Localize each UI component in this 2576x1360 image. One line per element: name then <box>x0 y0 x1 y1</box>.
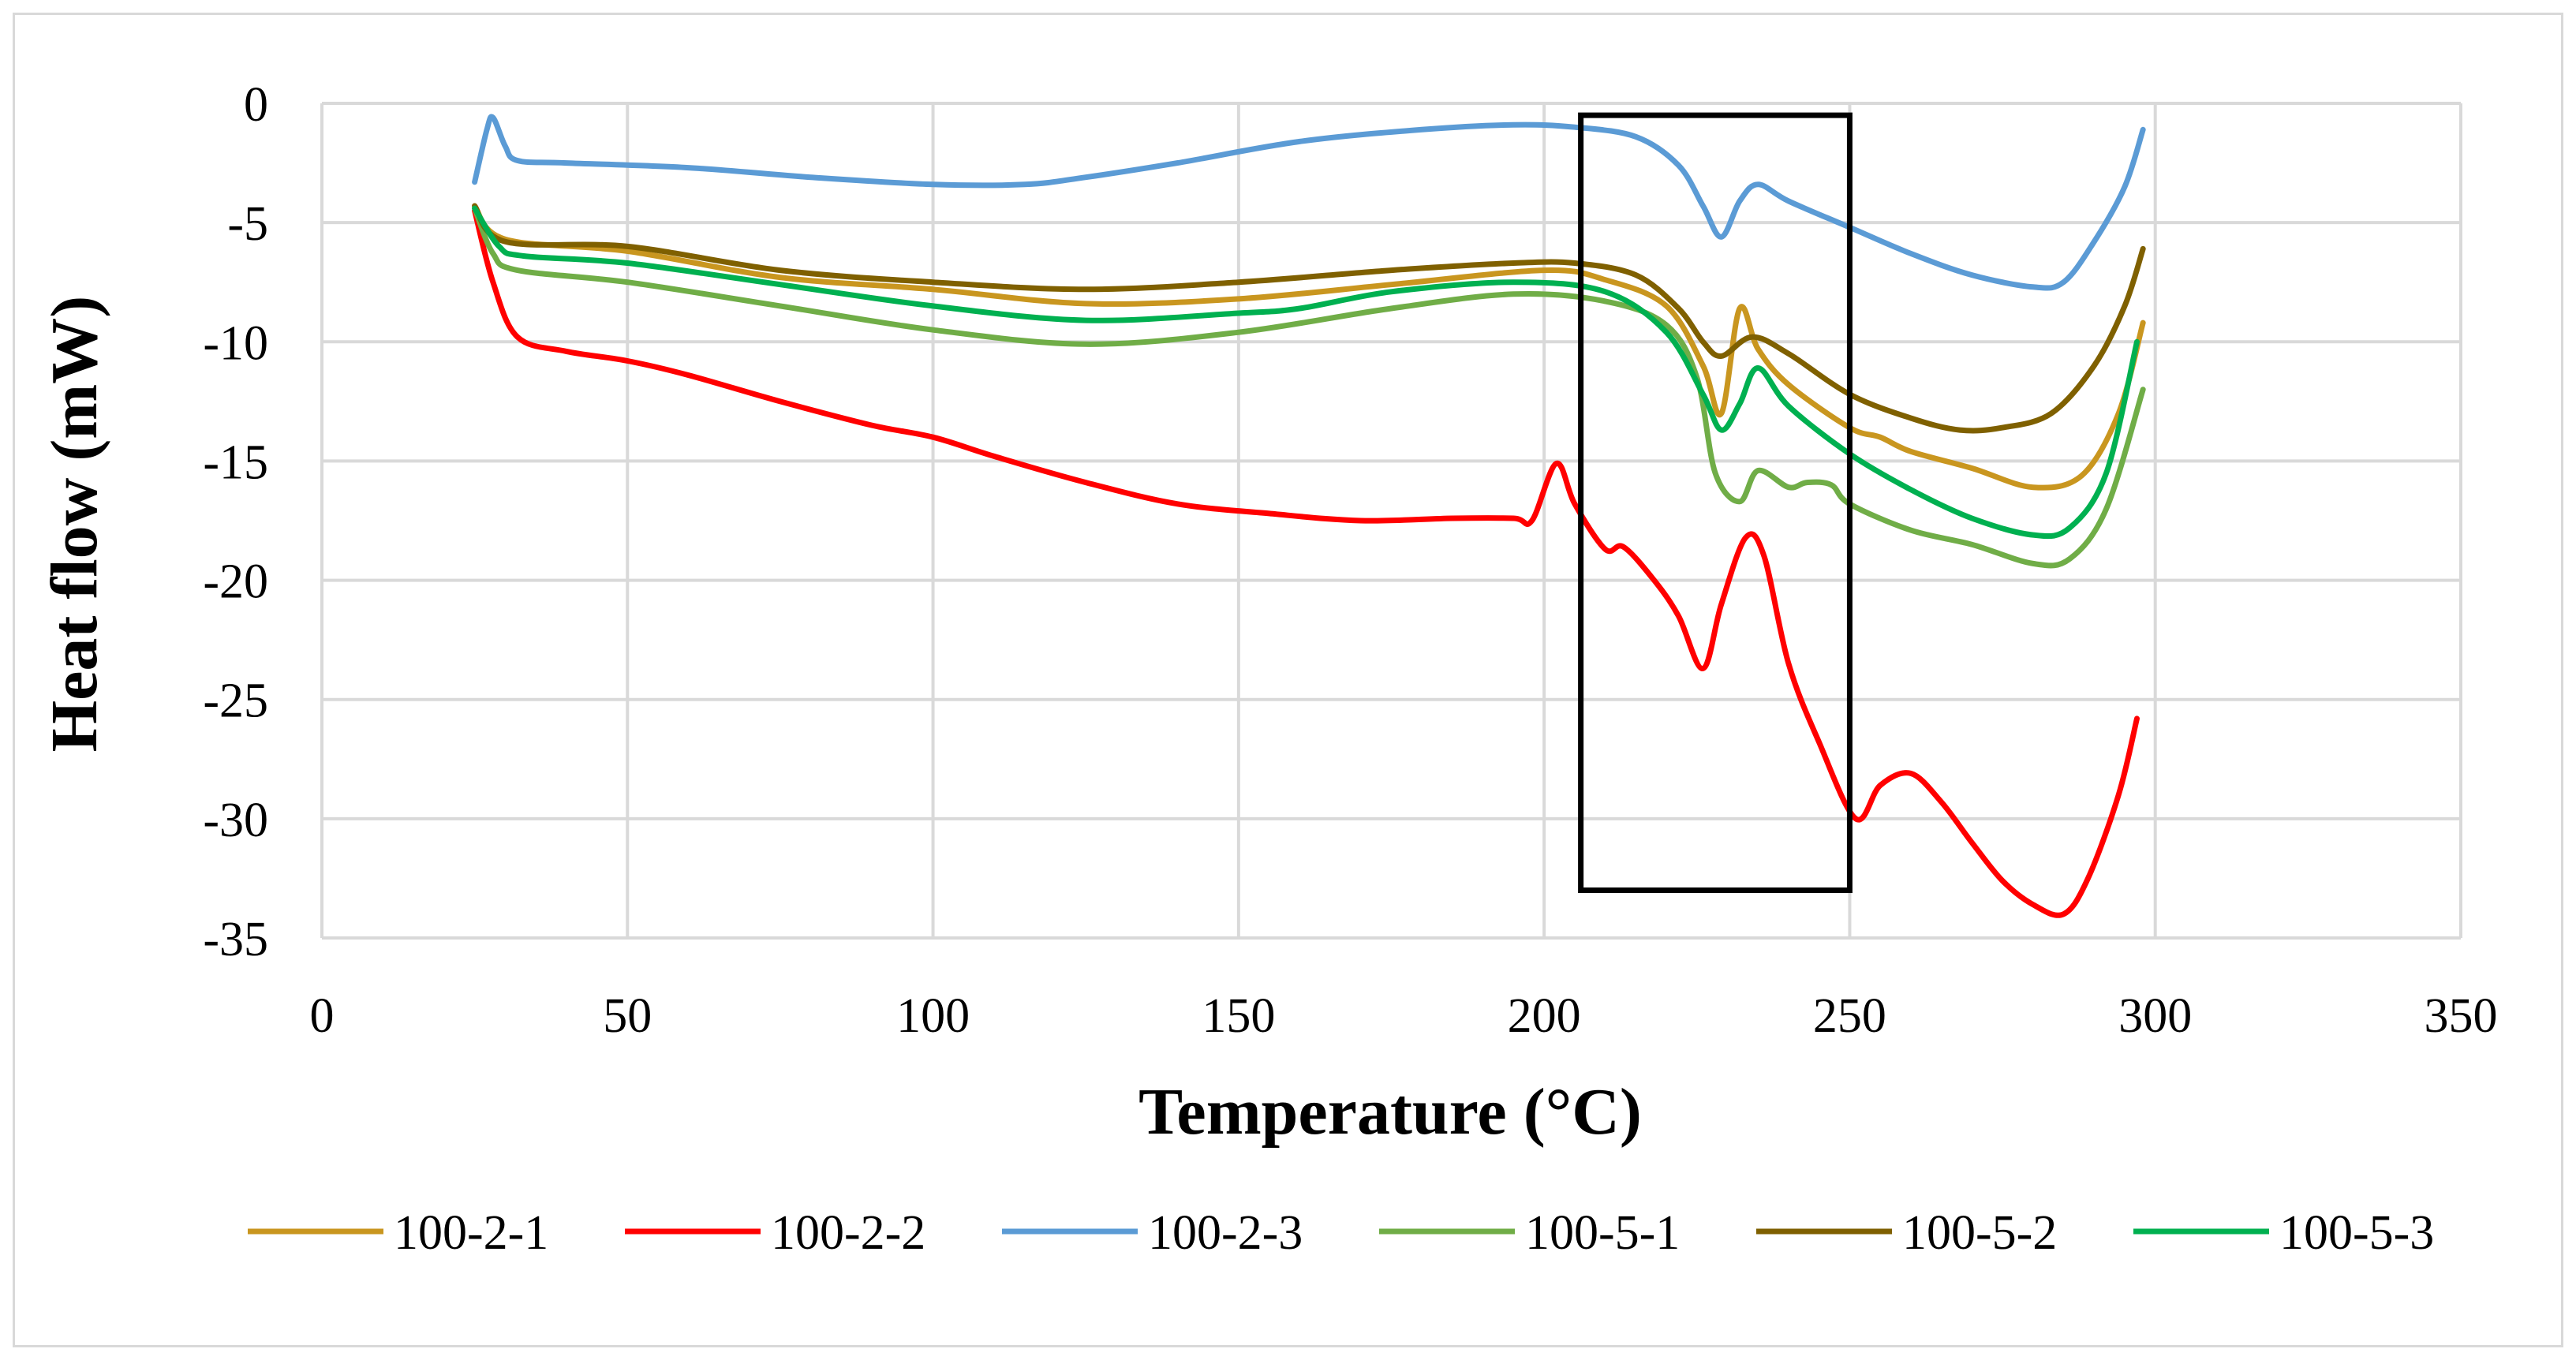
y-tick-label: 0 <box>244 78 268 132</box>
legend-label: 100-5-1 <box>1525 1206 1680 1260</box>
y-tick-label: -25 <box>203 674 268 728</box>
y-tick-label: -35 <box>203 913 268 966</box>
x-axis-title: Temperature (°C) <box>1138 1075 1642 1149</box>
series-line-100-5-2 <box>472 203 2146 434</box>
y-tick-label: -20 <box>203 555 268 609</box>
legend-label: 100-5-2 <box>1902 1206 2057 1260</box>
x-tick-label: 350 <box>2425 989 2498 1043</box>
legend-label: 100-2-1 <box>394 1206 548 1260</box>
x-tick-label: 250 <box>1813 989 1886 1043</box>
x-tick-label: 0 <box>310 989 335 1043</box>
tick-labels: 0 50 100 150 200 250 300 350 0 -5 -10 -15 -20 -25 -30 -… <box>203 78 2497 1043</box>
y-axis-title: Heat flow (mW) <box>38 296 111 752</box>
x-tick-label: 200 <box>1508 989 1581 1043</box>
x-tick-label: 100 <box>896 989 970 1043</box>
chart-frame <box>13 13 2563 1347</box>
y-tick-label: -30 <box>203 794 268 847</box>
legend-label: 100-2-3 <box>1148 1206 1303 1260</box>
y-tick-label: -5 <box>227 197 268 251</box>
y-tick-label: -15 <box>203 435 268 489</box>
x-tick-label: 150 <box>1202 989 1275 1043</box>
series-line-100-2-2 <box>472 207 2140 918</box>
y-tick-label: -10 <box>203 316 268 370</box>
x-tick-label: 300 <box>2118 989 2192 1043</box>
x-tick-label: 50 <box>603 989 652 1043</box>
series-line-100-2-3 <box>472 114 2146 291</box>
series-line-100-5-3 <box>472 205 2140 540</box>
legend-label: 100-2-2 <box>771 1206 925 1260</box>
series-lines <box>472 114 2146 918</box>
series-line-100-5-1 <box>472 205 2146 569</box>
highlight-box <box>1578 112 1853 894</box>
legend-label: 100-5-3 <box>2279 1206 2434 1260</box>
legend: 100-2-1 100-2-2 100-2-3 100-5-1 100-5-2 100-5… <box>248 1206 2434 1260</box>
series-line-100-2-1 <box>472 203 2146 491</box>
